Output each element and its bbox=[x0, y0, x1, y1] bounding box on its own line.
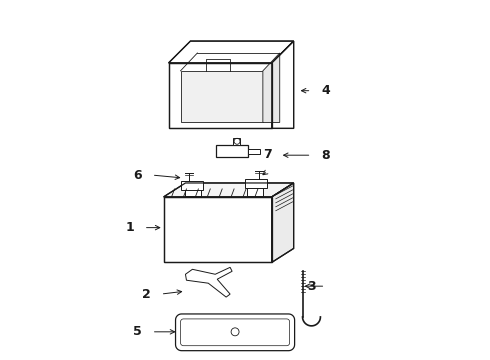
Polygon shape bbox=[185, 188, 201, 196]
Polygon shape bbox=[175, 314, 294, 351]
Text: 1: 1 bbox=[125, 221, 134, 234]
Polygon shape bbox=[247, 188, 263, 196]
Polygon shape bbox=[272, 183, 294, 262]
Polygon shape bbox=[164, 197, 272, 262]
Text: 6: 6 bbox=[133, 168, 142, 181]
Polygon shape bbox=[169, 41, 294, 63]
Polygon shape bbox=[164, 183, 294, 197]
Polygon shape bbox=[233, 138, 240, 145]
Polygon shape bbox=[245, 179, 267, 188]
Polygon shape bbox=[263, 53, 280, 122]
Polygon shape bbox=[272, 41, 294, 129]
Text: 4: 4 bbox=[321, 84, 330, 97]
Polygon shape bbox=[181, 181, 203, 190]
Polygon shape bbox=[216, 145, 248, 157]
Polygon shape bbox=[180, 71, 263, 122]
Text: 7: 7 bbox=[264, 148, 272, 161]
Text: 8: 8 bbox=[321, 149, 330, 162]
Text: 5: 5 bbox=[133, 325, 142, 338]
Text: 2: 2 bbox=[142, 288, 151, 301]
Text: 3: 3 bbox=[307, 280, 316, 293]
Polygon shape bbox=[248, 149, 260, 154]
Polygon shape bbox=[185, 267, 232, 297]
Polygon shape bbox=[169, 63, 272, 129]
